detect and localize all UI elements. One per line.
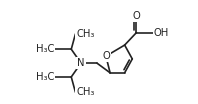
Text: N: N	[77, 58, 85, 68]
Text: H₃C: H₃C	[36, 72, 55, 82]
Text: CH₃: CH₃	[76, 87, 94, 97]
Text: CH₃: CH₃	[76, 29, 94, 39]
Text: H₃C: H₃C	[36, 44, 55, 54]
Text: O: O	[133, 11, 140, 21]
Text: OH: OH	[154, 28, 169, 38]
Text: O: O	[102, 51, 110, 61]
